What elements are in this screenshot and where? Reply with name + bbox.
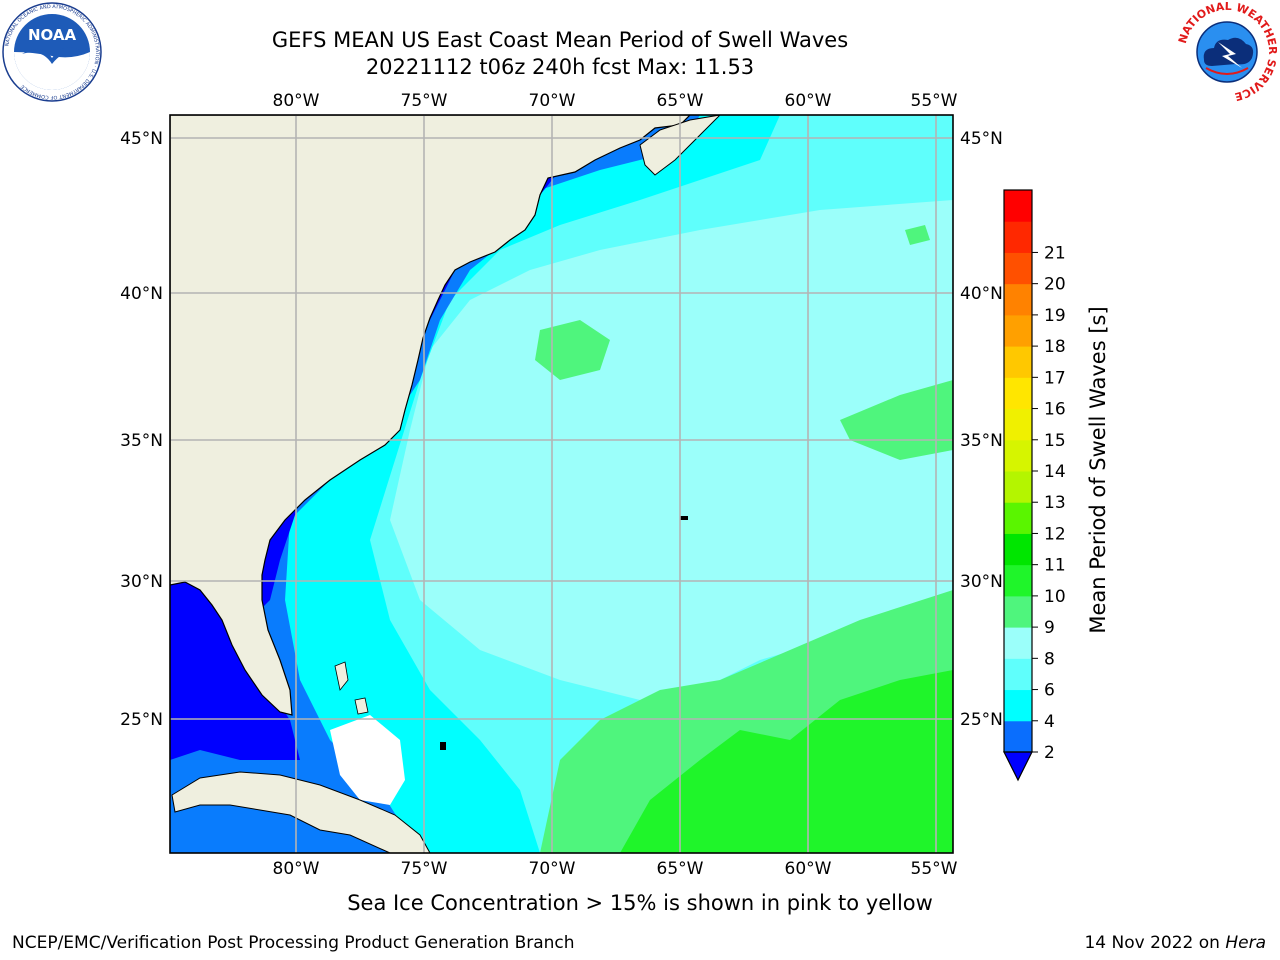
lon-label: 60°W — [785, 91, 832, 111]
lon-label: 60°W — [785, 859, 832, 879]
lon-label: 80°W — [273, 91, 320, 111]
lon-labels-top: 80°W 75°W 70°W 65°W 60°W 55°W — [273, 91, 958, 111]
map-frame — [169, 114, 954, 854]
colorbar-tick-label: 12 — [1044, 524, 1066, 544]
colorbar-tick-label: 18 — [1044, 337, 1066, 357]
colorbar-segment — [1004, 689, 1032, 722]
gridlines — [170, 115, 953, 853]
lon-label: 80°W — [273, 859, 320, 879]
lat-label: 30°N — [120, 572, 163, 592]
lon-label: 75°W — [401, 859, 448, 879]
lat-label: 45°N — [960, 129, 1003, 149]
colorbar-tick-label: 9 — [1044, 618, 1055, 638]
colorbar-segment — [1004, 377, 1032, 410]
colorbar-tick-label: 14 — [1044, 462, 1066, 482]
lon-label: 70°W — [529, 91, 576, 111]
lat-label: 40°N — [960, 284, 1003, 304]
swell-patch-north — [535, 320, 610, 380]
colorbar-segment — [1004, 533, 1032, 566]
colorbar-segment — [1004, 283, 1032, 316]
noaa-logo-text: NOAA — [28, 26, 77, 44]
land-bahamas-2 — [354, 697, 369, 715]
lat-label: 45°N — [120, 129, 163, 149]
colorbar-segment — [1004, 564, 1032, 597]
lon-label: 55°W — [911, 859, 958, 879]
colorbar-segment — [1004, 627, 1032, 659]
colorbar-segment — [1004, 471, 1032, 503]
footer-date: 14 Nov 2022 on Hera — [1084, 933, 1266, 953]
colorbar-tick-label: 8 — [1044, 649, 1055, 669]
footer-credit: NCEP/EMC/Verification Post Processing Pr… — [12, 933, 575, 953]
swell-patch-small — [905, 225, 930, 245]
colorbar: 2 4 6 8 9 10 11 12 13 14 15 16 17 18 19 20 21 — [1003, 189, 1066, 782]
noaa-logo-icon: NOAA NATIONAL OCEANIC AND ATMOSPHERIC AD… — [2, 2, 102, 102]
colorbar-tick-label: 19 — [1044, 306, 1066, 326]
colorbar-extend-arrow — [1003, 751, 1033, 782]
colorbar-tick-label: 11 — [1044, 556, 1066, 576]
colorbar-label: Mean Period of Swell Waves [s] — [1086, 306, 1110, 633]
gulf-blue-region — [170, 590, 300, 760]
colorbar-segment — [1004, 502, 1032, 534]
lon-labels-bottom: 80°W 75°W 70°W 65°W 60°W 55°W — [273, 859, 958, 879]
colorbar-tick-label: 13 — [1044, 493, 1066, 513]
lat-label: 25°N — [120, 710, 163, 730]
land-bermuda — [680, 516, 688, 520]
lat-label: 35°N — [960, 431, 1003, 451]
map-plot-area — [170, 115, 953, 853]
colorbar-segment — [1004, 221, 1032, 253]
colorbar-tick-label: 15 — [1044, 431, 1066, 451]
colorbar-segment — [1004, 658, 1032, 691]
land-north-america — [170, 115, 691, 716]
colorbar-segment — [1004, 595, 1032, 628]
lon-label: 55°W — [911, 91, 958, 111]
lat-labels-left: 45°N 40°N 35°N 30°N 25°N — [120, 129, 163, 730]
lat-label: 30°N — [960, 572, 1003, 592]
lat-labels-right: 45°N 40°N 35°N 30°N 25°N — [960, 129, 1003, 730]
colorbar-tick-label: 2 — [1044, 743, 1055, 763]
lat-label: 25°N — [960, 710, 1003, 730]
colorbar-tick-label: 17 — [1044, 368, 1066, 388]
colorbar-segment — [1004, 190, 1032, 222]
land-cuba — [171, 771, 431, 853]
colorbar-tick-label: 20 — [1044, 275, 1066, 295]
masked-region-bahamas — [330, 715, 405, 805]
colorbar-tick-label: 4 — [1044, 712, 1055, 732]
colorbar-segment — [1004, 314, 1032, 347]
colorbar-tick-label: 6 — [1044, 681, 1055, 701]
colorbar-tick-label: 21 — [1044, 243, 1066, 263]
colorbar-tick-label: 16 — [1044, 400, 1066, 420]
nws-logo-icon: NATIONAL WEATHER SERVICE — [1176, 0, 1279, 103]
sea-ice-caption: Sea Ice Concentration > 15% is shown in … — [347, 891, 933, 915]
colorbar-segment — [1004, 720, 1032, 753]
colorbar-segment — [1004, 252, 1032, 285]
chart-subtitle: 20221112 t06z 240h fcst Max: 11.53 — [365, 55, 755, 79]
lat-label: 35°N — [120, 431, 163, 451]
lon-label: 70°W — [529, 859, 576, 879]
land-bahamas-3 — [440, 742, 446, 750]
colorbar-segment — [1004, 346, 1032, 378]
lon-label: 65°W — [657, 91, 704, 111]
footer-host: Hera — [1225, 933, 1266, 953]
footer-date-text: 14 Nov 2022 on — [1084, 933, 1226, 953]
lat-label: 40°N — [120, 284, 163, 304]
lon-label: 75°W — [401, 91, 448, 111]
chart-title: GEFS MEAN US East Coast Mean Period of S… — [271, 28, 849, 52]
colorbar-segment — [1004, 408, 1032, 441]
colorbar-tick-label: 10 — [1044, 587, 1066, 607]
colorbar-segment — [1004, 439, 1032, 472]
lon-label: 65°W — [657, 859, 704, 879]
land-bahamas-1 — [334, 661, 349, 691]
swell-band-green — [620, 670, 953, 853]
